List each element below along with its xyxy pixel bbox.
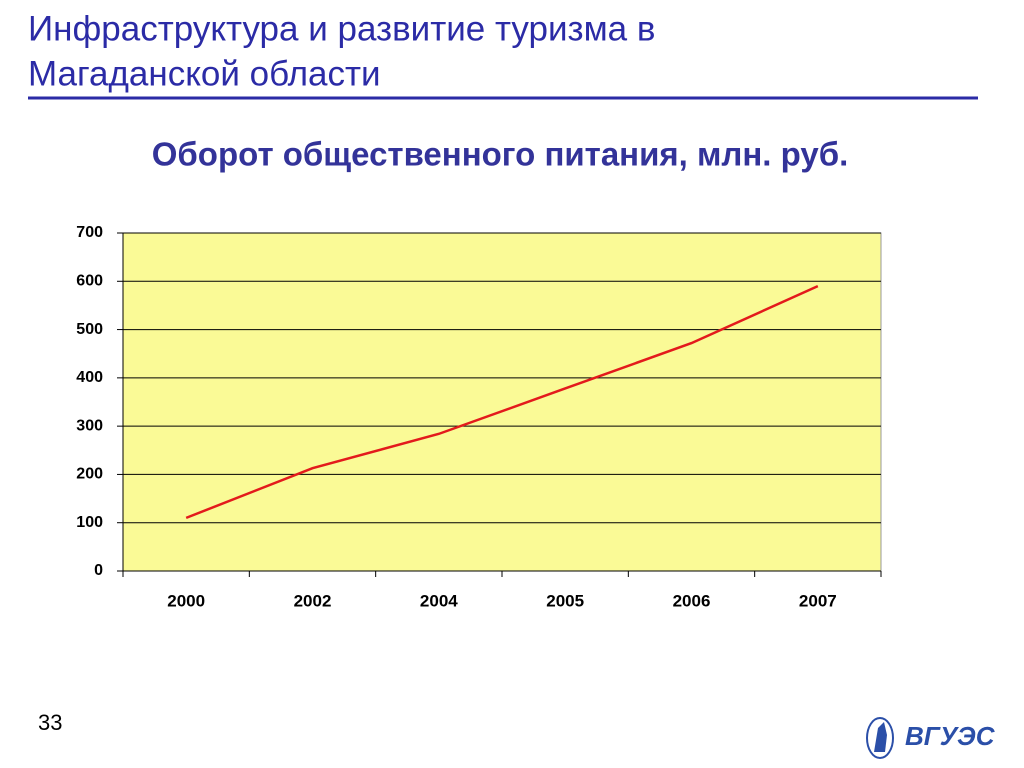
chart: 0 100 200 300 400 500 600 700 2000 2002 2004 2005 20… (76, 224, 882, 610)
y-tick-label: 700 (76, 224, 103, 241)
y-tick-label: 100 (76, 514, 103, 531)
y-tick-label: 400 (76, 369, 103, 386)
y-tick-label: 200 (76, 466, 103, 483)
slide-title-line: Инфраструктура и развитие туризма в (28, 9, 655, 48)
x-tick-label: 2002 (294, 591, 332, 610)
plot-area (122, 232, 882, 572)
logo-text: ВГУЭС (905, 721, 996, 751)
series-line (185, 284, 819, 520)
x-tick-label: 2006 (673, 591, 711, 610)
x-tick-label: 2005 (546, 591, 584, 610)
y-tick-label: 300 (76, 417, 103, 434)
x-tick-label: 2007 (799, 591, 837, 610)
y-tick-label: 500 (76, 321, 103, 338)
page-number: 33 (38, 710, 62, 735)
logo: ВГУЭС (866, 717, 996, 759)
x-tick-label: 2000 (167, 591, 205, 610)
slide-title-line: Магаданской области (28, 54, 381, 93)
chart-title: Оборот общественного питания, млн. руб. (152, 136, 849, 173)
y-tick-label: 0 (94, 562, 103, 579)
logo-figure (874, 722, 887, 752)
y-tick-label: 600 (76, 273, 103, 290)
x-tick-label: 2004 (420, 591, 458, 610)
